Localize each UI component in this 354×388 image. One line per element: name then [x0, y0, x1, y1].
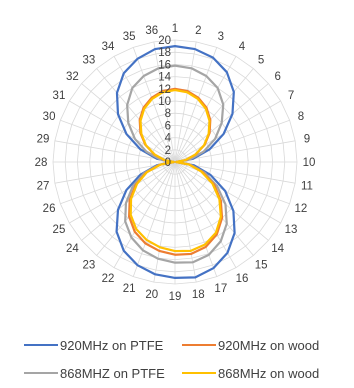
- category-label-21: 21: [123, 283, 136, 295]
- category-label-17: 17: [214, 283, 227, 295]
- category-label-9: 9: [304, 134, 310, 146]
- spoke-26: [60, 161, 176, 205]
- category-label-22: 22: [102, 273, 115, 285]
- radial-tick-label: 8: [165, 108, 171, 120]
- spoke-31: [69, 100, 176, 163]
- radial-tick-label: 18: [158, 47, 171, 59]
- legend-swatch-868-wood: [182, 372, 216, 374]
- spoke-7: [174, 100, 281, 163]
- category-label-33: 33: [82, 54, 95, 66]
- legend-item-920-wood: 920MHz on wood: [182, 336, 319, 354]
- category-label-27: 27: [37, 180, 50, 192]
- category-label-24: 24: [66, 243, 79, 255]
- category-label-10: 10: [303, 157, 316, 169]
- category-label-20: 20: [145, 289, 158, 301]
- radial-tick-label: 4: [165, 133, 172, 145]
- legend-label-920-wood: 920MHz on wood: [218, 337, 320, 353]
- category-label-35: 35: [123, 31, 136, 43]
- radial-tick-label: 10: [158, 96, 171, 108]
- category-label-29: 29: [37, 134, 50, 146]
- series-line-868mhz-on-wood: [129, 88, 222, 253]
- category-label-4: 4: [239, 41, 246, 53]
- spoke-13: [174, 161, 281, 224]
- category-label-31: 31: [53, 90, 66, 102]
- category-label-32: 32: [66, 71, 79, 83]
- spoke-20: [153, 161, 176, 283]
- radial-tick-label: 6: [165, 120, 171, 132]
- series-line-868mhz-on-ptfe: [124, 64, 228, 264]
- legend-label-920-ptfe: 920MHz on PTFE: [60, 337, 164, 353]
- spoke-23: [96, 161, 176, 256]
- spoke-25: [69, 161, 176, 224]
- radial-tick-label: 20: [158, 35, 171, 47]
- spoke-24: [81, 161, 176, 241]
- category-label-36: 36: [145, 25, 158, 37]
- legend-item-868-wood: 868MHz on wood: [182, 364, 319, 382]
- category-label-12: 12: [295, 203, 308, 215]
- legend-swatch-920-ptfe: [24, 344, 58, 346]
- radial-tick-label: 16: [158, 59, 171, 71]
- category-label-28: 28: [35, 157, 48, 169]
- category-label-14: 14: [271, 243, 284, 255]
- legend-swatch-868-ptfe: [24, 372, 58, 374]
- radial-tick-label: 12: [158, 84, 171, 96]
- series-layer: [115, 44, 236, 279]
- category-label-11: 11: [301, 180, 313, 192]
- series-line-920mhz-on-ptfe: [115, 44, 236, 279]
- spoke-2: [174, 41, 197, 163]
- category-label-8: 8: [298, 111, 304, 123]
- legend: 920MHz on PTFE 920MHz on wood 868MHZ on …: [0, 328, 354, 388]
- category-label-16: 16: [236, 273, 249, 285]
- legend-label-868-ptfe: 868MHZ on PTFE: [60, 365, 165, 381]
- legend-item-868-ptfe: 868MHZ on PTFE: [24, 364, 165, 382]
- category-label-25: 25: [53, 224, 66, 236]
- category-label-7: 7: [288, 90, 294, 102]
- spoke-12: [174, 161, 290, 205]
- category-label-26: 26: [43, 203, 56, 215]
- category-label-19: 19: [169, 291, 182, 303]
- category-label-2: 2: [195, 25, 201, 37]
- radial-tick-label: 0: [165, 157, 171, 169]
- radial-tick-label: 2: [165, 145, 171, 157]
- category-label-13: 13: [285, 224, 298, 236]
- spoke-16: [174, 161, 237, 268]
- grid-layer: [52, 39, 298, 285]
- category-label-1: 1: [172, 23, 178, 35]
- category-label-15: 15: [255, 260, 268, 272]
- spoke-15: [174, 161, 254, 256]
- spoke-3: [174, 47, 218, 163]
- legend-item-920-ptfe: 920MHz on PTFE: [24, 336, 163, 354]
- legend-label-868-wood: 868MHz on wood: [218, 365, 320, 381]
- radial-tick-label: 14: [158, 72, 171, 84]
- spoke-35: [132, 47, 176, 163]
- category-label-6: 6: [274, 71, 280, 83]
- category-label-30: 30: [43, 111, 56, 123]
- category-label-5: 5: [258, 54, 264, 66]
- category-label-3: 3: [218, 31, 224, 43]
- spoke-36: [153, 41, 176, 163]
- category-label-23: 23: [82, 260, 95, 272]
- category-label-18: 18: [192, 289, 205, 301]
- spoke-5: [174, 68, 254, 163]
- spoke-21: [132, 161, 176, 277]
- legend-swatch-920-wood: [182, 344, 216, 346]
- spoke-33: [96, 68, 176, 163]
- category-label-34: 34: [102, 41, 115, 53]
- spoke-17: [174, 161, 218, 277]
